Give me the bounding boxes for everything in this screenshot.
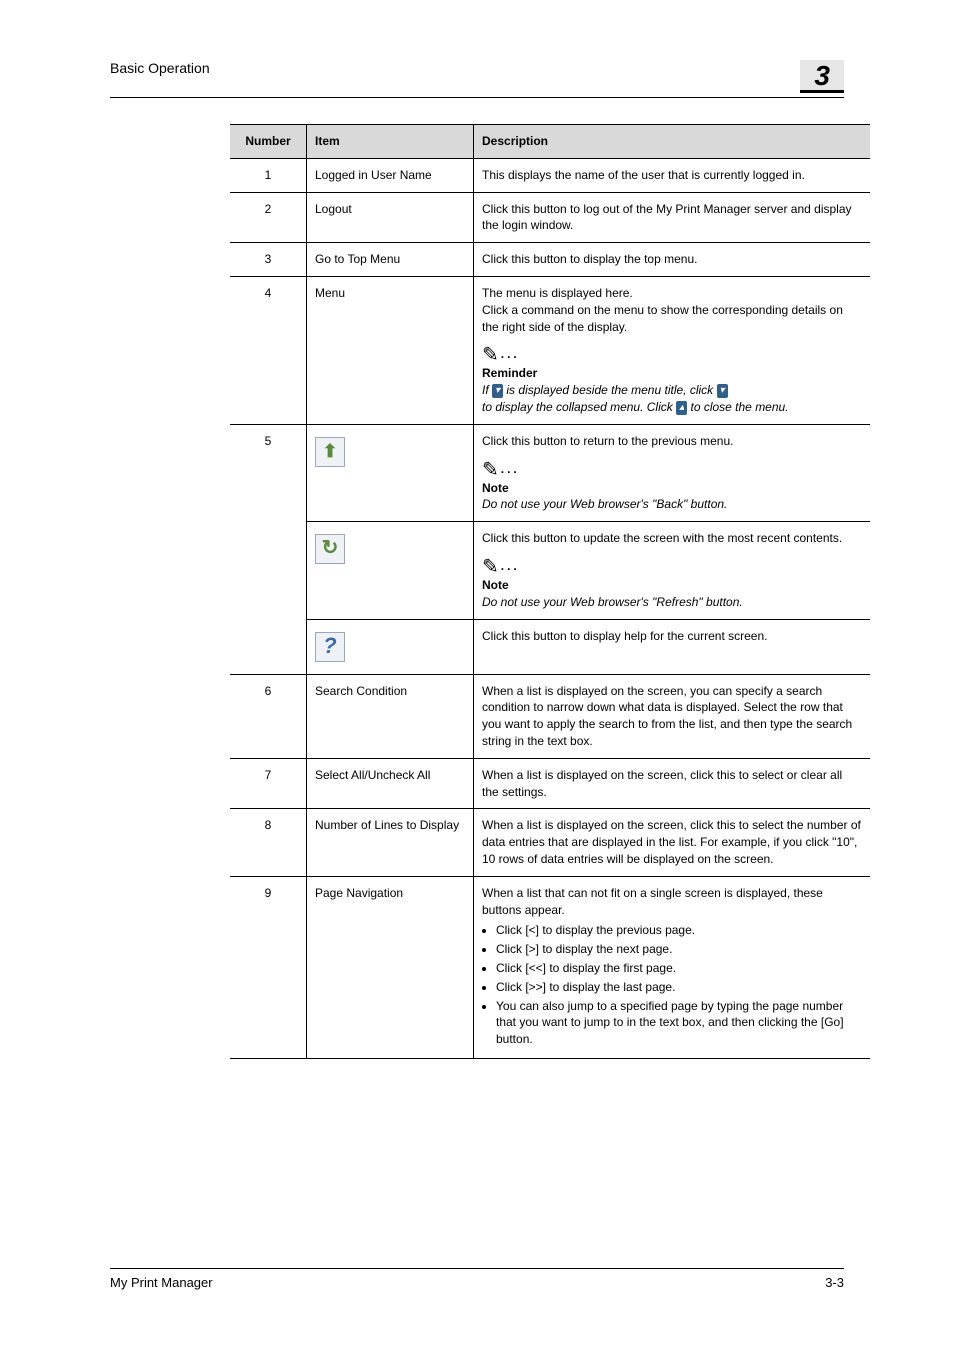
cell-description: When a list is displayed on the screen, …: [474, 674, 871, 758]
list-item: Click [>>] to display the last page.: [496, 979, 862, 996]
chapter-number: 3: [814, 60, 830, 91]
desc-text: When a list that can not fit on a single…: [482, 885, 862, 919]
arrow-down-icon: ▾: [492, 384, 503, 398]
note-text: Do not use your Web browser's "Back" but…: [482, 496, 862, 513]
ellipsis-icon: ...: [501, 462, 520, 476]
footer-right: 3-3: [825, 1275, 844, 1290]
cell-number: 6: [230, 674, 307, 758]
cell-description: Click this button to display the top men…: [474, 243, 871, 277]
cell-description: Click this button to log out of the My P…: [474, 192, 871, 243]
description-table: Number Item Description 1 Logged in User…: [230, 124, 870, 1059]
cell-number: 7: [230, 758, 307, 809]
table-row: 6 Search Condition When a list is displa…: [230, 674, 870, 758]
cell-description: When a list is displayed on the screen, …: [474, 809, 871, 876]
note-text: Do not use your Web browser's "Refresh" …: [482, 594, 862, 611]
footer-left: My Print Manager: [110, 1275, 213, 1290]
table-row: ? Click this button to display help for …: [230, 619, 870, 674]
list-item: You can also jump to a specified page by…: [496, 998, 862, 1048]
table-row: 2 Logout Click this button to log out of…: [230, 192, 870, 243]
cell-number: 1: [230, 158, 307, 192]
table-row: 4 Menu The menu is displayed here. Click…: [230, 276, 870, 424]
cell-number: 4: [230, 276, 307, 424]
ellipsis-icon: ...: [501, 347, 520, 361]
cell-number: 2: [230, 192, 307, 243]
cell-item: Go to Top Menu: [307, 243, 474, 277]
cell-item: Number of Lines to Display: [307, 809, 474, 876]
chapter-badge: 3: [800, 60, 844, 93]
table-row: 1 Logged in User Name This displays the …: [230, 158, 870, 192]
cell-number: 8: [230, 809, 307, 876]
cell-description: This displays the name of the user that …: [474, 158, 871, 192]
pen-icon: ✎: [482, 557, 499, 577]
reminder-label: Reminder: [482, 365, 862, 382]
ellipsis-icon: ...: [501, 559, 520, 573]
list-item: Click [<<] to display the first page.: [496, 960, 862, 977]
table-row: 5 ⬆ Click this button to return to the p…: [230, 424, 870, 521]
back-icon: ⬆: [315, 437, 345, 467]
cell-item: Logout: [307, 192, 474, 243]
cell-description: Click this button to update the screen w…: [474, 522, 871, 619]
desc-text: Click this button to update the screen w…: [482, 530, 862, 547]
cell-description: Click this button to display help for th…: [474, 619, 871, 674]
col-description: Description: [474, 125, 871, 159]
nav-bullet-list: Click [<] to display the previous page. …: [482, 922, 862, 1048]
cell-number: 5: [230, 424, 307, 674]
cell-item: Logged in User Name: [307, 158, 474, 192]
table-row: 3 Go to Top Menu Click this button to di…: [230, 243, 870, 277]
desc-text: The menu is displayed here. Click a comm…: [482, 285, 862, 335]
cell-item: ⬆: [307, 424, 474, 521]
note-label: Note: [482, 577, 862, 594]
arrow-down-icon: ▾: [717, 384, 728, 398]
reminder-text: If ▾ is displayed beside the menu title,…: [482, 382, 862, 416]
col-item: Item: [307, 125, 474, 159]
cell-item: Select All/Uncheck All: [307, 758, 474, 809]
list-item: Click [<] to display the previous page.: [496, 922, 862, 939]
table-row: 8 Number of Lines to Display When a list…: [230, 809, 870, 876]
cell-description: Click this button to return to the previ…: [474, 424, 871, 521]
cell-description: When a list is displayed on the screen, …: [474, 758, 871, 809]
cell-item: ↻: [307, 522, 474, 619]
cell-item: Page Navigation: [307, 876, 474, 1058]
refresh-icon: ↻: [315, 534, 345, 564]
col-number: Number: [230, 125, 307, 159]
note-label: Note: [482, 480, 862, 497]
list-item: Click [>] to display the next page.: [496, 941, 862, 958]
table-row: 9 Page Navigation When a list that can n…: [230, 876, 870, 1058]
cell-number: 3: [230, 243, 307, 277]
pen-icon: ✎: [482, 460, 499, 480]
help-icon: ?: [315, 632, 345, 662]
desc-text: Click this button to return to the previ…: [482, 433, 862, 450]
table-row: 7 Select All/Uncheck All When a list is …: [230, 758, 870, 809]
pen-icon: ✎: [482, 345, 499, 365]
table-row: ↻ Click this button to update the screen…: [230, 522, 870, 619]
cell-item: Menu: [307, 276, 474, 424]
cell-number: 9: [230, 876, 307, 1058]
table-head-row: Number Item Description: [230, 125, 870, 159]
page-title: Basic Operation: [110, 60, 210, 76]
cell-description: When a list that can not fit on a single…: [474, 876, 871, 1058]
cell-description: The menu is displayed here. Click a comm…: [474, 276, 871, 424]
cell-item: ?: [307, 619, 474, 674]
cell-item: Search Condition: [307, 674, 474, 758]
arrow-up-icon: ▴: [676, 401, 687, 415]
